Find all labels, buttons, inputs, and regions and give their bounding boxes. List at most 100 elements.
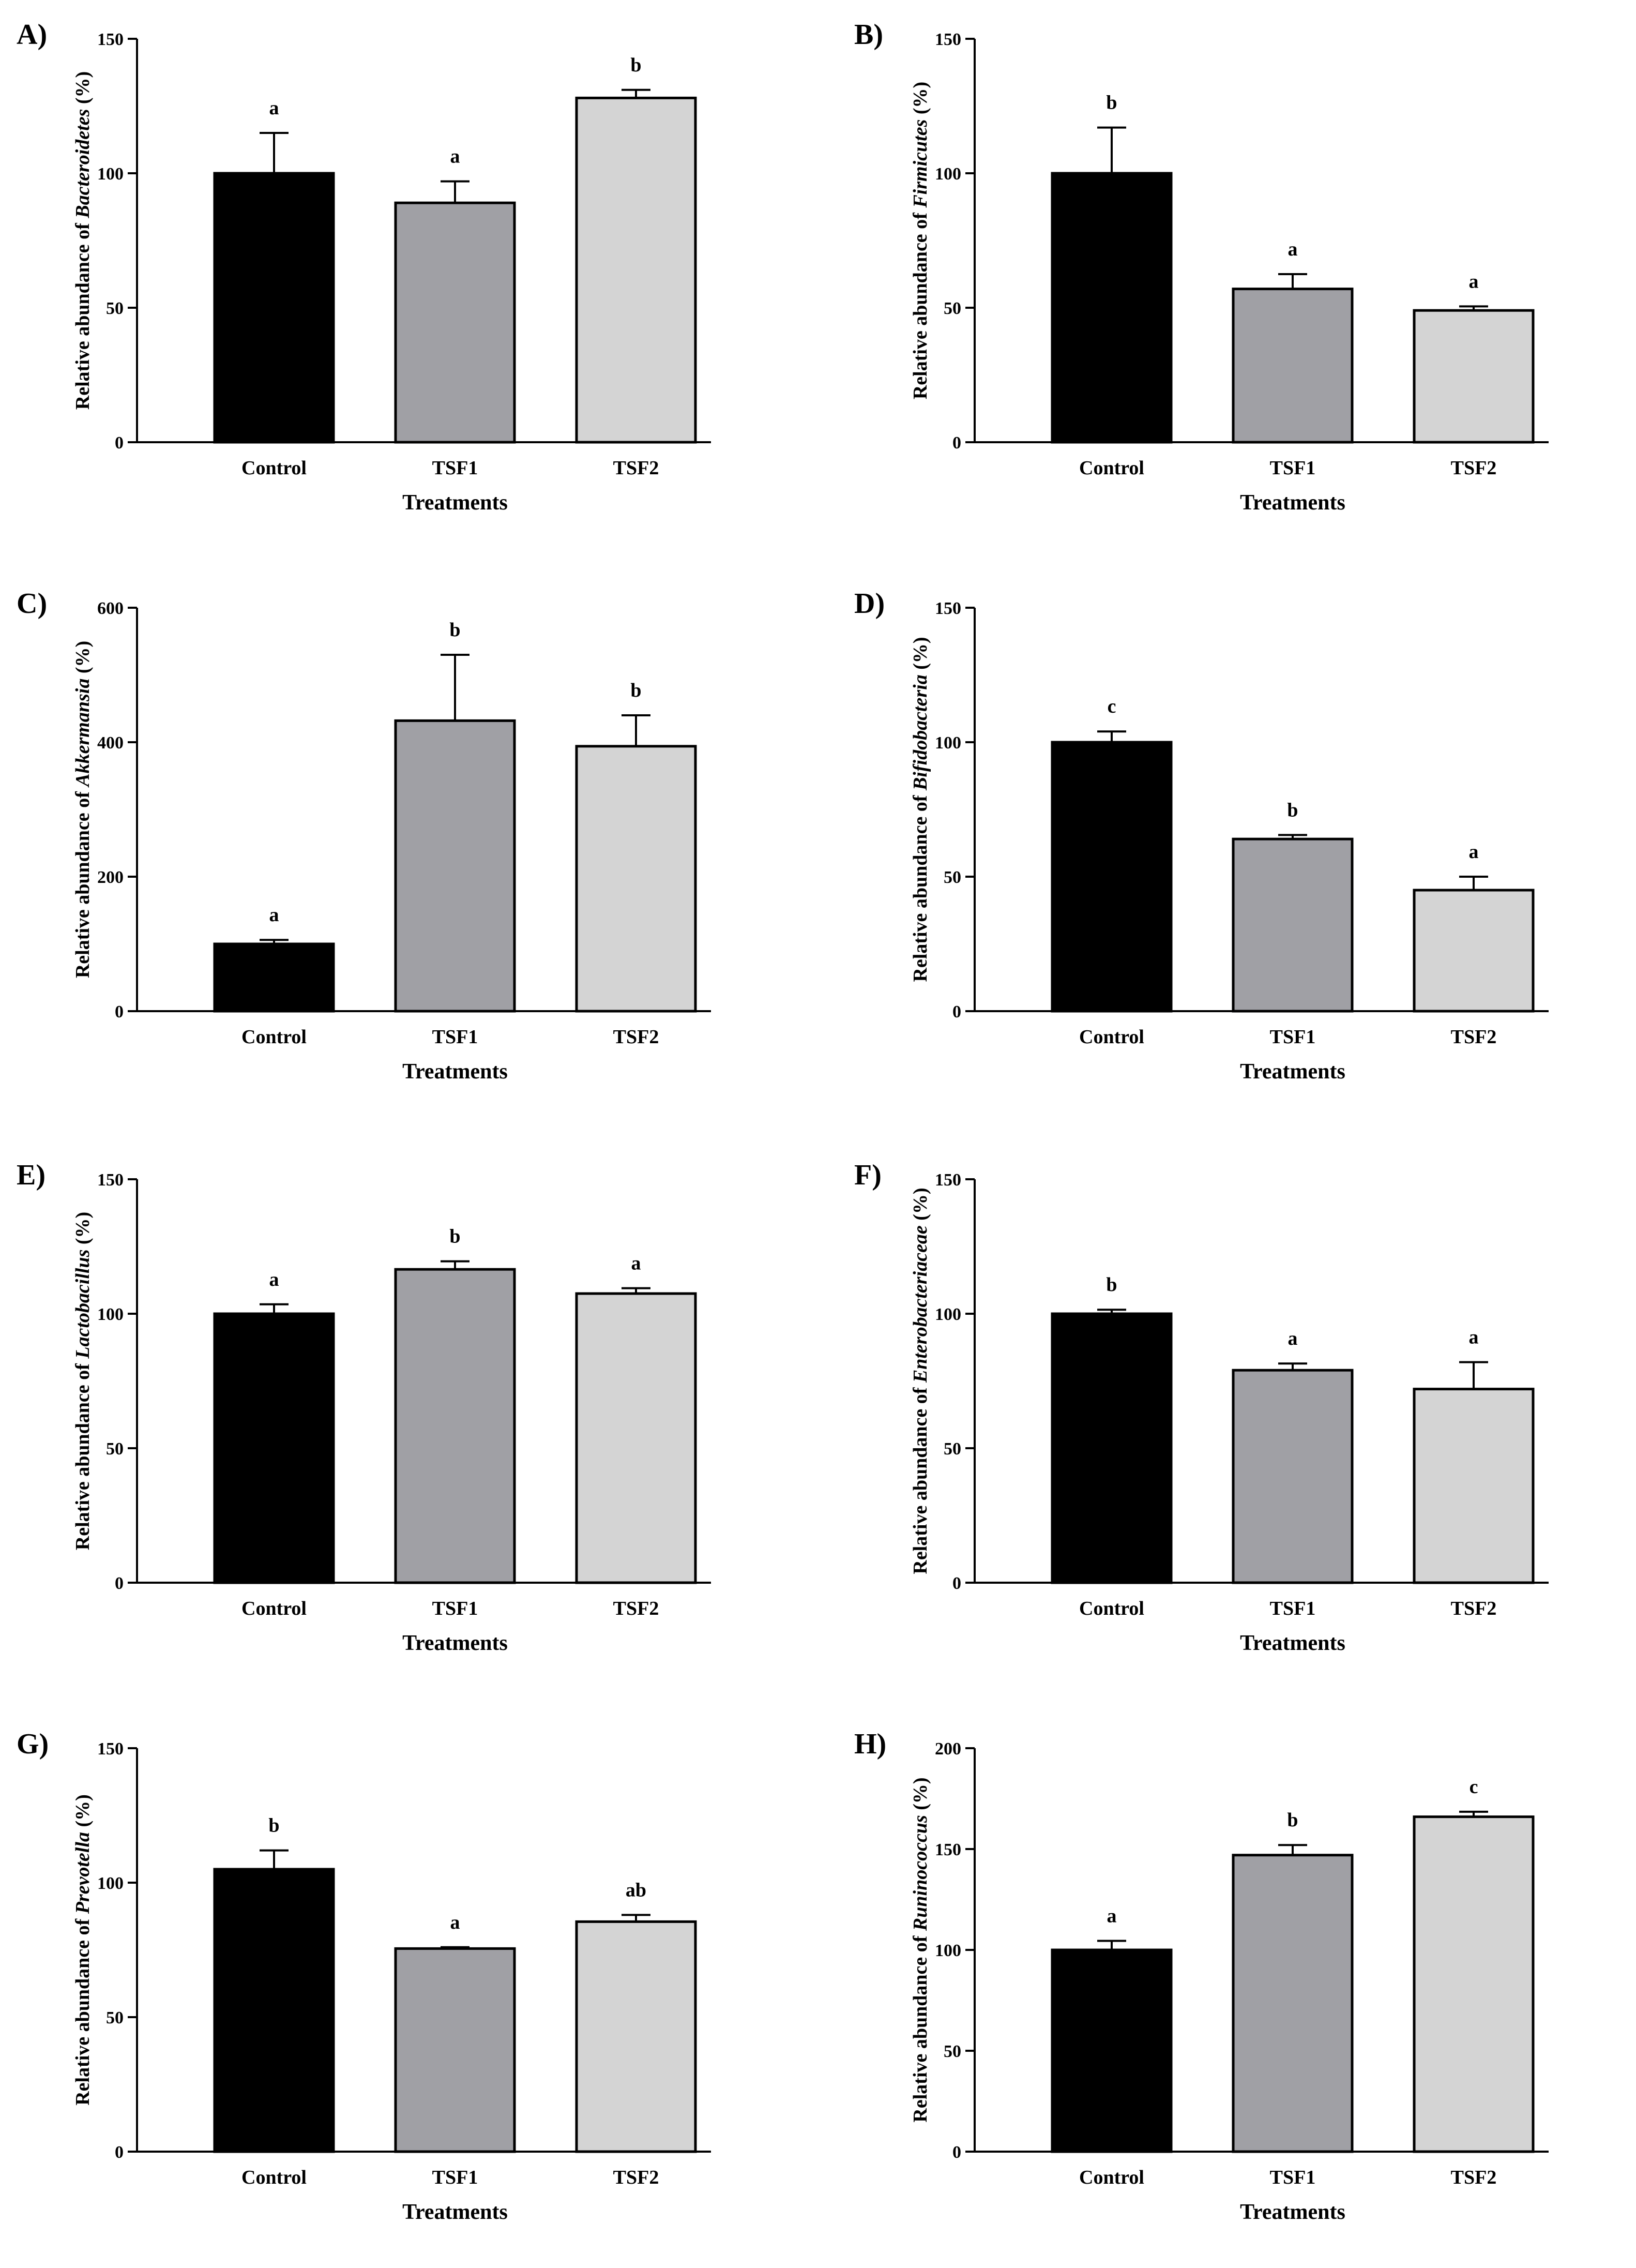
x-axis-title: Treatments bbox=[1240, 1060, 1345, 1084]
y-tick-label: 100 bbox=[935, 733, 961, 753]
bar bbox=[575, 1920, 697, 2153]
significance-label: a bbox=[1288, 1328, 1298, 1349]
bar bbox=[1051, 1948, 1173, 2153]
y-axis-title: Relative abundance of Bifidobacteria (%) bbox=[910, 637, 931, 982]
bar bbox=[1413, 1815, 1535, 2153]
significance-label: a bbox=[269, 1269, 279, 1290]
significance-label: a bbox=[269, 97, 279, 119]
category-label: Control bbox=[1079, 2167, 1144, 2188]
category-label: Control bbox=[1079, 1026, 1144, 1048]
category-label: TSF1 bbox=[1270, 457, 1316, 479]
y-axis-title: Relative abundance of Akkermansia (%) bbox=[72, 641, 94, 978]
panel-label: B) bbox=[854, 19, 883, 51]
significance-label: b bbox=[630, 680, 641, 701]
chart-panel: E) 0 50 100 150 Relative abundance of Lactoba… bbox=[0, 1140, 807, 1699]
significance-label: b bbox=[1106, 92, 1117, 114]
bar bbox=[575, 1292, 697, 1584]
category-label: TSF1 bbox=[1270, 1026, 1316, 1048]
x-axis-title: Treatments bbox=[402, 491, 508, 515]
bar bbox=[1232, 837, 1354, 1013]
bar bbox=[1413, 1388, 1535, 1584]
chart-svg: E) 0 50 100 150 Relative abundance of Lactoba… bbox=[17, 1159, 711, 1655]
y-axis-title-prefix: Relative abundance of bbox=[72, 787, 94, 979]
y-tick-label: 100 bbox=[97, 1874, 124, 1893]
significance-label: b bbox=[1287, 1809, 1298, 1831]
y-tick-label: 100 bbox=[935, 1305, 961, 1324]
y-axis-title-suffix: (%) bbox=[910, 637, 931, 674]
y-axis-title-taxon: Akkermansia bbox=[72, 679, 94, 788]
y-tick-label: 400 bbox=[97, 733, 124, 753]
bar bbox=[1232, 1854, 1354, 2153]
chart-panel: D) 0 50 100 150 Relative abundance of Bifidob… bbox=[838, 569, 1636, 1128]
y-tick-label: 50 bbox=[944, 2042, 961, 2061]
significance-label: b bbox=[1106, 1274, 1117, 1296]
bar bbox=[394, 1947, 516, 2153]
bar bbox=[1232, 288, 1354, 444]
chart-svg: C) 0 200 400 600 Relative abundance of Akkerm… bbox=[17, 588, 711, 1084]
x-axis-title: Treatments bbox=[402, 2200, 508, 2224]
category-label: Control bbox=[241, 2167, 307, 2188]
y-axis-title-prefix: Relative abundance of bbox=[72, 1359, 94, 1551]
panel-label: E) bbox=[17, 1159, 46, 1191]
y-tick-label: 200 bbox=[935, 1739, 961, 1759]
chart-panel: B) 0 50 100 150 Relative abundance of Firmicu… bbox=[838, 0, 1636, 559]
chart-panel: A) 0 50 100 150 Relative abundance of Bactero… bbox=[0, 0, 807, 559]
y-axis-title-suffix: (%) bbox=[72, 71, 94, 109]
y-tick-label: 0 bbox=[115, 433, 124, 453]
y-tick-label: 100 bbox=[97, 1305, 124, 1324]
y-axis-title: Relative abundance of Bacteroidetes (%) bbox=[72, 71, 94, 410]
significance-label: a bbox=[1288, 238, 1298, 260]
chart-svg: A) 0 50 100 150 Relative abundance of Bactero… bbox=[17, 19, 711, 515]
chart-panel: C) 0 200 400 600 Relative abundance of Akkerm… bbox=[0, 569, 807, 1128]
chart-panel: G) 0 50 100 150 Relative abundance of Prevote… bbox=[0, 1709, 807, 2268]
chart-panel: H) 0 50 100 150 200 Relative abundance of Runi… bbox=[838, 1709, 1636, 2268]
significance-label: b bbox=[630, 54, 641, 76]
y-tick-label: 0 bbox=[952, 2143, 961, 2162]
y-axis-title-taxon: Prevotella bbox=[72, 1832, 94, 1914]
category-label: TSF2 bbox=[613, 2167, 659, 2188]
y-tick-label: 0 bbox=[115, 2143, 124, 2162]
category-label: Control bbox=[1079, 457, 1144, 479]
y-axis-title-taxon: Bacteroidetes bbox=[72, 109, 94, 219]
significance-label: a bbox=[1469, 271, 1479, 292]
y-tick-label: 600 bbox=[97, 599, 124, 618]
y-axis-title-taxon: Bifidobacteria bbox=[910, 674, 931, 791]
significance-label: ab bbox=[626, 1879, 646, 1901]
bar bbox=[1051, 172, 1173, 444]
significance-label: a bbox=[1107, 1905, 1117, 1927]
y-axis-title-prefix: Relative abundance of bbox=[910, 208, 931, 400]
y-tick-label: 150 bbox=[97, 30, 124, 49]
y-tick-label: 150 bbox=[935, 1840, 961, 1859]
y-axis-title: Relative abundance of Lactobacillus (%) bbox=[72, 1212, 94, 1550]
bar bbox=[213, 172, 335, 444]
y-tick-label: 0 bbox=[952, 433, 961, 453]
bar bbox=[1232, 1369, 1354, 1584]
significance-label: c bbox=[1470, 1776, 1478, 1798]
significance-label: a bbox=[450, 1912, 460, 1933]
y-tick-label: 0 bbox=[115, 1002, 124, 1022]
y-axis-title-prefix: Relative abundance of bbox=[910, 1931, 931, 2123]
y-axis-title-prefix: Relative abundance of bbox=[910, 790, 931, 982]
x-axis-title: Treatments bbox=[1240, 491, 1345, 515]
category-label: TSF1 bbox=[1270, 2167, 1316, 2188]
category-label: TSF1 bbox=[432, 1026, 478, 1048]
y-tick-label: 200 bbox=[97, 868, 124, 887]
y-tick-label: 50 bbox=[106, 2008, 124, 2027]
y-axis-title-prefix: Relative abundance of bbox=[72, 218, 94, 410]
panel-label: H) bbox=[854, 1728, 886, 1760]
category-label: TSF1 bbox=[432, 457, 478, 479]
bar bbox=[394, 1268, 516, 1584]
y-axis-title-taxon: Lactobacillus bbox=[72, 1250, 94, 1359]
category-label: Control bbox=[241, 1598, 307, 1619]
bar bbox=[1413, 309, 1535, 444]
y-tick-label: 0 bbox=[952, 1574, 961, 1593]
y-axis-title-suffix: (%) bbox=[72, 641, 94, 679]
bar bbox=[1051, 741, 1173, 1013]
significance-label: a bbox=[450, 146, 460, 168]
y-axis-title: Relative abundance of Enterobacteriaceae… bbox=[910, 1188, 931, 1574]
significance-label: b bbox=[449, 1226, 460, 1248]
panel-label: C) bbox=[17, 588, 47, 620]
y-axis-title: Relative abundance of Firmicutes (%) bbox=[910, 82, 931, 399]
y-axis-title-suffix: (%) bbox=[72, 1794, 94, 1832]
